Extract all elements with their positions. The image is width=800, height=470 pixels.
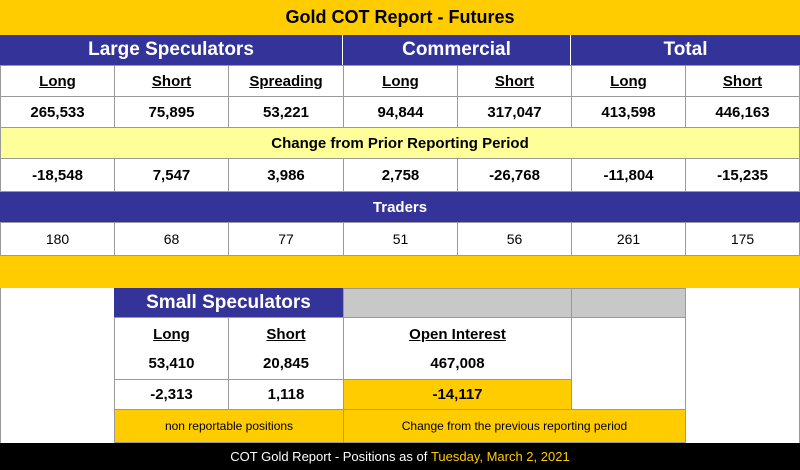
position-ls-short: 75,895 <box>114 96 229 128</box>
col-header-tot-short: Short <box>685 65 800 97</box>
footer-date: Tuesday, March 2, 2021 <box>430 449 570 464</box>
ss-short-cell: Short 20,845 <box>228 317 344 380</box>
col-header-ls-spreading: Spreading <box>228 65 344 97</box>
open-interest-cell: Open Interest 467,008 <box>343 317 572 380</box>
traders-heading: Traders <box>0 192 800 222</box>
group-commercial: Commercial <box>343 35 571 65</box>
section-divider <box>0 256 800 288</box>
open-interest-change: -14,117 <box>343 379 572 410</box>
col-header-com-short: Short <box>457 65 572 97</box>
col-header-ls-long: Long <box>0 65 115 97</box>
open-interest-value: 467,008 <box>430 354 485 372</box>
position-com-short: 317,047 <box>457 96 572 128</box>
ss-short-value: 20,845 <box>263 354 309 372</box>
change-ls-long: -18,548 <box>0 158 115 192</box>
traders-com-long: 51 <box>343 222 458 256</box>
left-blank-cell <box>0 288 114 443</box>
change-tot-short: -15,235 <box>685 158 800 192</box>
traders-ls-long: 180 <box>0 222 115 256</box>
report-title: Gold COT Report - Futures <box>0 0 800 35</box>
open-interest-note: Change from the previous reporting perio… <box>343 409 686 443</box>
position-com-long: 94,844 <box>343 96 458 128</box>
position-tot-short: 446,163 <box>685 96 800 128</box>
ss-long-change: -2,313 <box>114 379 229 410</box>
traders-ls-short: 68 <box>114 222 229 256</box>
group-large-speculators: Large Speculators <box>0 35 343 65</box>
change-heading: Change from Prior Reporting Period <box>0 127 800 159</box>
ss-long-label: Long <box>153 325 190 343</box>
position-ls-long: 265,533 <box>0 96 115 128</box>
grey-header-cell-right <box>571 288 686 318</box>
traders-tot-short: 175 <box>685 222 800 256</box>
ss-note: non reportable positions <box>114 409 344 443</box>
small-speculators-heading: Small Speculators <box>114 288 343 318</box>
change-com-short: -26,768 <box>457 158 572 192</box>
position-ls-spreading: 53,221 <box>228 96 344 128</box>
ss-long-value: 53,410 <box>148 354 195 372</box>
ss-short-label: Short <box>266 325 306 343</box>
position-tot-long: 413,598 <box>571 96 686 128</box>
open-interest-label: Open Interest <box>409 325 506 343</box>
grey-header-cell <box>343 288 572 318</box>
col-header-com-long: Long <box>343 65 458 97</box>
far-right-blank-cell <box>686 288 800 443</box>
traders-ls-spreading: 77 <box>228 222 344 256</box>
group-total: Total <box>571 35 800 65</box>
footer-text: COT Gold Report - Positions as of <box>230 449 428 464</box>
col-header-tot-long: Long <box>571 65 686 97</box>
footer: COT Gold Report - Positions as of Tuesda… <box>0 443 800 470</box>
change-tot-long: -11,804 <box>571 158 686 192</box>
ss-short-change: 1,118 <box>228 379 344 410</box>
col-header-ls-short: Short <box>114 65 229 97</box>
change-com-long: 2,758 <box>343 158 458 192</box>
traders-tot-long: 261 <box>571 222 686 256</box>
ss-long-cell: Long 53,410 <box>114 317 229 380</box>
change-ls-spreading: 3,986 <box>228 158 344 192</box>
change-ls-short: 7,547 <box>114 158 229 192</box>
traders-com-short: 56 <box>457 222 572 256</box>
